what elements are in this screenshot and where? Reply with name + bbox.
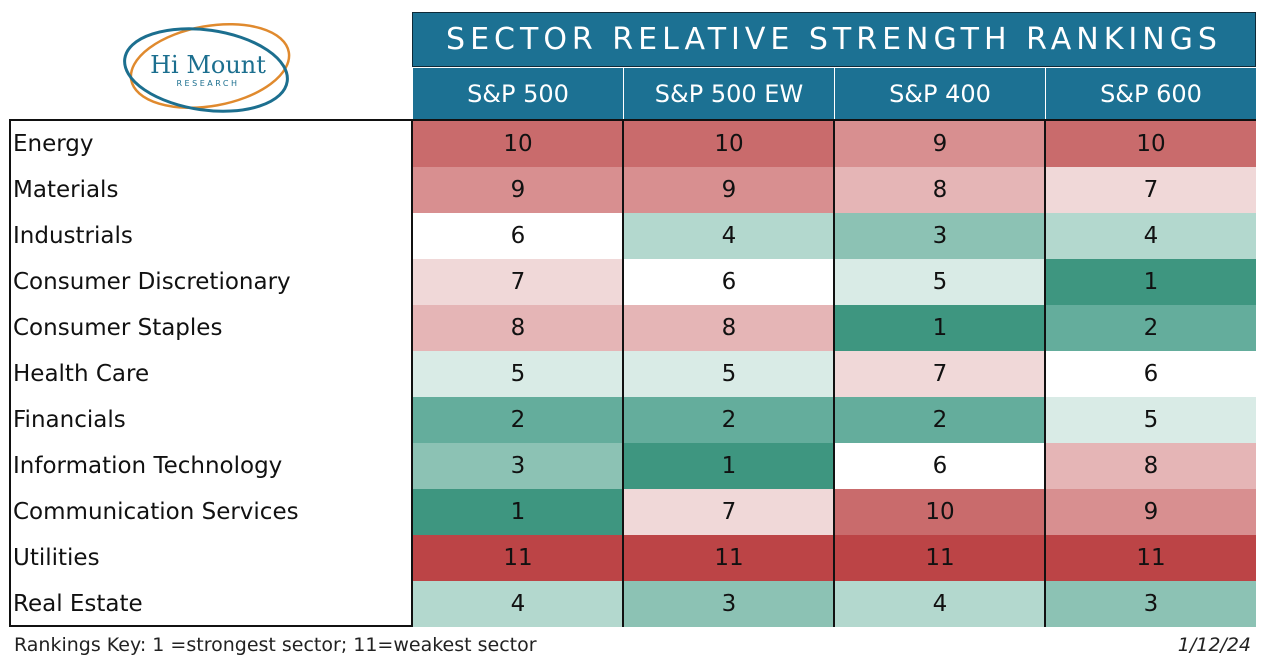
column-divider <box>411 119 413 627</box>
rank-cell: 5 <box>835 259 1045 305</box>
rank-cell: 8 <box>413 305 623 351</box>
rank-cell: 9 <box>835 121 1045 167</box>
sector-label: Information Technology <box>13 453 283 479</box>
logo-subtitle: RESEARCH <box>177 79 240 88</box>
rank-cell: 8 <box>835 167 1045 213</box>
rank-cell: 8 <box>624 305 834 351</box>
sector-label: Health Care <box>13 361 150 387</box>
rank-cell: 2 <box>413 397 623 443</box>
rank-cell: 9 <box>413 167 623 213</box>
rank-cell: 10 <box>624 121 834 167</box>
rank-cell: 5 <box>1046 397 1256 443</box>
rank-cell: 6 <box>835 443 1045 489</box>
rank-cell: 3 <box>413 443 623 489</box>
rankings-key: Rankings Key: 1 =strongest sector; 11=we… <box>14 634 537 656</box>
rank-cell: 4 <box>835 581 1045 627</box>
rank-cell: 6 <box>624 259 834 305</box>
rank-cell: 7 <box>413 259 623 305</box>
column-header: S&P 500 EW <box>623 67 834 119</box>
column-divider <box>833 119 835 627</box>
rank-cell: 7 <box>1046 167 1256 213</box>
rank-cell: 7 <box>624 489 834 535</box>
as-of-date: 1/12/24 <box>1177 634 1251 656</box>
rank-cell: 11 <box>835 535 1045 581</box>
column-header: S&P 600 <box>1045 67 1256 119</box>
sector-label: Energy <box>13 131 94 157</box>
rank-cell: 4 <box>1046 213 1256 259</box>
rank-cell: 4 <box>624 213 834 259</box>
sector-label: Industrials <box>13 223 133 249</box>
rank-cell: 6 <box>413 213 623 259</box>
sector-label: Utilities <box>13 545 100 571</box>
rank-cell: 6 <box>1046 351 1256 397</box>
column-divider <box>1044 119 1046 627</box>
rank-cell: 2 <box>624 397 834 443</box>
rank-cell: 7 <box>835 351 1045 397</box>
column-header: S&P 400 <box>834 67 1045 119</box>
rank-cell: 2 <box>835 397 1045 443</box>
logo-ring-blue <box>123 27 289 113</box>
rank-cell: 3 <box>835 213 1045 259</box>
rank-cell: 1 <box>624 443 834 489</box>
rank-cell: 9 <box>1046 489 1256 535</box>
rank-cell: 5 <box>624 351 834 397</box>
sector-label: Materials <box>13 177 119 203</box>
rank-cell: 9 <box>624 167 834 213</box>
rank-cell: 5 <box>413 351 623 397</box>
column-header: S&P 500 <box>412 67 623 119</box>
rank-cell: 11 <box>624 535 834 581</box>
rank-cell: 1 <box>1046 259 1256 305</box>
rank-cell: 1 <box>835 305 1045 351</box>
rank-cell: 3 <box>1046 581 1256 627</box>
sector-label: Consumer Staples <box>13 315 223 341</box>
sector-label: Financials <box>13 407 126 433</box>
table-title: SECTOR RELATIVE STRENGTH RANKINGS <box>412 12 1256 67</box>
rank-cell: 4 <box>413 581 623 627</box>
sector-label: Communication Services <box>13 499 299 525</box>
rank-cell: 3 <box>624 581 834 627</box>
rank-cell: 1 <box>413 489 623 535</box>
sector-label: Real Estate <box>13 591 143 617</box>
rank-cell: 10 <box>413 121 623 167</box>
sector-label: Consumer Discretionary <box>13 269 291 295</box>
column-divider <box>622 119 624 627</box>
rank-cell: 11 <box>413 535 623 581</box>
rank-cell: 10 <box>835 489 1045 535</box>
rank-cell: 10 <box>1046 121 1256 167</box>
rank-cell: 2 <box>1046 305 1256 351</box>
logo-name: Hi Mount <box>150 51 266 79</box>
hi-mount-logo: Hi Mount RESEARCH <box>123 22 291 113</box>
rank-cell: 11 <box>1046 535 1256 581</box>
rank-cell: 8 <box>1046 443 1256 489</box>
